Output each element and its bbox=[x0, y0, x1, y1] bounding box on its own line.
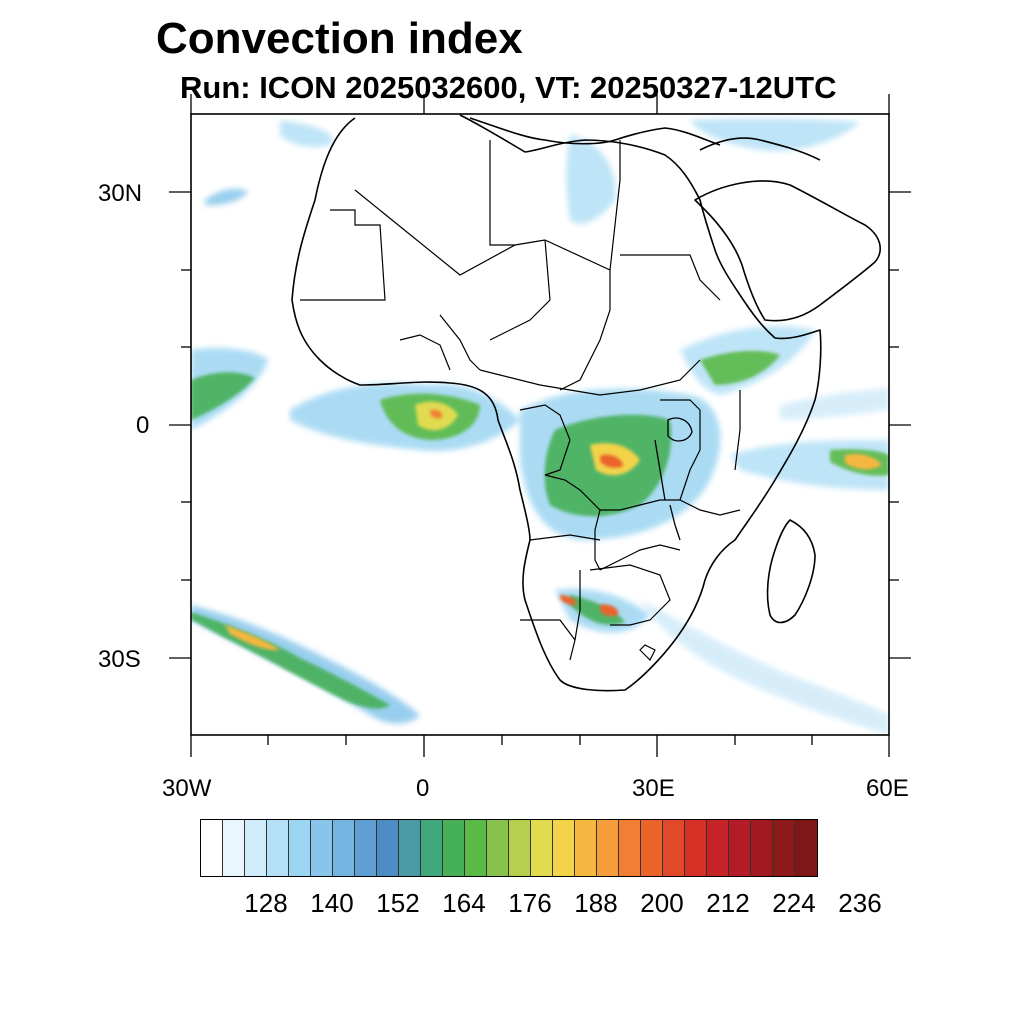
colorbar-swatch bbox=[575, 820, 597, 876]
coastlines bbox=[291, 114, 881, 692]
colorbar-swatch bbox=[355, 820, 377, 876]
colorbar-swatch bbox=[223, 820, 245, 876]
colorbar-swatch bbox=[531, 820, 553, 876]
lon-label-30e: 30E bbox=[632, 775, 675, 802]
lon-label-60e: 60E bbox=[866, 775, 909, 802]
colorbar-swatch bbox=[245, 820, 267, 876]
run-valid-time: Run: ICON 2025032600, VT: 20250327-12UTC bbox=[180, 70, 837, 105]
colorbar-swatch bbox=[465, 820, 487, 876]
colorbar-swatch bbox=[773, 820, 795, 876]
colorbar-swatch bbox=[311, 820, 333, 876]
colorbar-swatch bbox=[729, 820, 751, 876]
colorbar-swatch bbox=[597, 820, 619, 876]
colorbar-swatch bbox=[421, 820, 443, 876]
colorbar-label: 176 bbox=[508, 888, 552, 918]
colorbar-swatch bbox=[333, 820, 355, 876]
colorbar-swatch bbox=[707, 820, 729, 876]
colorbar-swatch bbox=[399, 820, 421, 876]
colorbar-label: 140 bbox=[310, 888, 354, 918]
lon-label-0: 0 bbox=[416, 775, 430, 802]
colorbar-label: 152 bbox=[376, 888, 420, 918]
map-title: Convection index bbox=[156, 14, 523, 63]
colorbar-swatch bbox=[751, 820, 773, 876]
colorbar-swatch bbox=[201, 820, 223, 876]
colorbar-swatch bbox=[619, 820, 641, 876]
colorbar-swatch bbox=[663, 820, 685, 876]
colorbar-label: 224 bbox=[772, 888, 816, 918]
lon-label-30w: 30W bbox=[162, 775, 212, 802]
lat-label-30s: 30S bbox=[98, 646, 141, 673]
colorbar bbox=[200, 819, 818, 877]
colorbar-swatch bbox=[553, 820, 575, 876]
colorbar-swatch bbox=[685, 820, 707, 876]
colorbar-label: 164 bbox=[442, 888, 486, 918]
colorbar-swatch bbox=[377, 820, 399, 876]
colorbar-swatch bbox=[641, 820, 663, 876]
colorbar-swatch bbox=[289, 820, 311, 876]
colorbar-swatch bbox=[443, 820, 465, 876]
colorbar-label: 128 bbox=[244, 888, 288, 918]
colorbar-label: 236 bbox=[838, 888, 882, 918]
colorbar-label: 212 bbox=[706, 888, 750, 918]
lat-label-0: 0 bbox=[136, 412, 150, 439]
lakes bbox=[654, 417, 693, 541]
axis-ticks bbox=[169, 94, 911, 757]
colorbar-swatch bbox=[795, 820, 817, 876]
colorbar-swatch bbox=[487, 820, 509, 876]
colorbar-swatch bbox=[267, 820, 289, 876]
colorbar-swatch bbox=[509, 820, 531, 876]
colorbar-label: 200 bbox=[640, 888, 684, 918]
country-borders bbox=[300, 140, 741, 662]
convection-field bbox=[191, 118, 889, 735]
lat-label-30n: 30N bbox=[98, 180, 143, 207]
colorbar-label: 188 bbox=[574, 888, 618, 918]
